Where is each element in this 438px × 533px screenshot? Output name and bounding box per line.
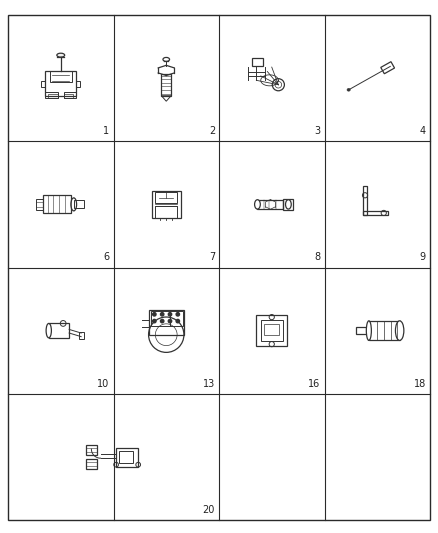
Text: 16: 16 (308, 379, 321, 389)
Bar (36, 199, 43, 209)
Bar (155, 192, 177, 203)
Bar (41, 81, 46, 86)
Circle shape (153, 313, 156, 316)
Bar (46, 71, 76, 96)
Text: 2: 2 (209, 126, 215, 136)
Bar (256, 315, 287, 346)
Bar (151, 311, 170, 326)
Bar (265, 324, 279, 335)
Text: 18: 18 (414, 379, 426, 389)
Bar (64, 92, 76, 98)
Ellipse shape (57, 53, 65, 57)
Text: 9: 9 (420, 253, 426, 262)
Bar (363, 186, 367, 215)
Circle shape (168, 313, 172, 316)
Bar (119, 451, 133, 463)
Bar (48, 94, 58, 96)
Bar (64, 96, 73, 98)
Bar (283, 199, 293, 210)
Bar (76, 81, 80, 86)
Ellipse shape (347, 88, 350, 91)
Text: 10: 10 (97, 379, 110, 389)
Ellipse shape (71, 198, 77, 211)
Text: 8: 8 (314, 253, 321, 262)
Ellipse shape (286, 200, 291, 209)
Circle shape (176, 319, 180, 323)
Bar (86, 445, 97, 455)
Bar (48, 96, 58, 98)
Bar (49, 71, 72, 82)
Circle shape (160, 319, 164, 323)
Bar (356, 327, 369, 334)
Text: 3: 3 (314, 126, 321, 136)
Text: 6: 6 (103, 253, 110, 262)
Text: 13: 13 (203, 379, 215, 389)
Bar (64, 94, 73, 96)
Bar (86, 459, 97, 470)
Ellipse shape (254, 200, 260, 209)
Ellipse shape (366, 321, 371, 341)
Bar (261, 320, 283, 341)
Text: 7: 7 (209, 253, 215, 262)
Bar (162, 74, 171, 96)
Bar (152, 191, 180, 217)
Bar (49, 324, 69, 338)
Bar (79, 332, 84, 338)
Ellipse shape (396, 321, 404, 341)
Bar (148, 310, 184, 335)
Bar (46, 92, 58, 98)
Circle shape (160, 313, 164, 316)
Ellipse shape (46, 324, 51, 338)
Circle shape (176, 313, 180, 316)
Text: 20: 20 (203, 505, 215, 515)
Bar (363, 211, 388, 215)
Bar (42, 195, 71, 214)
Circle shape (153, 319, 156, 323)
Circle shape (168, 319, 172, 323)
Bar (155, 206, 177, 217)
Bar (74, 200, 84, 208)
Text: 4: 4 (420, 126, 426, 136)
Bar (170, 311, 183, 326)
Bar (252, 58, 263, 66)
Bar (116, 448, 138, 467)
Bar (258, 200, 283, 209)
Bar (369, 321, 399, 341)
Text: 1: 1 (103, 126, 110, 136)
